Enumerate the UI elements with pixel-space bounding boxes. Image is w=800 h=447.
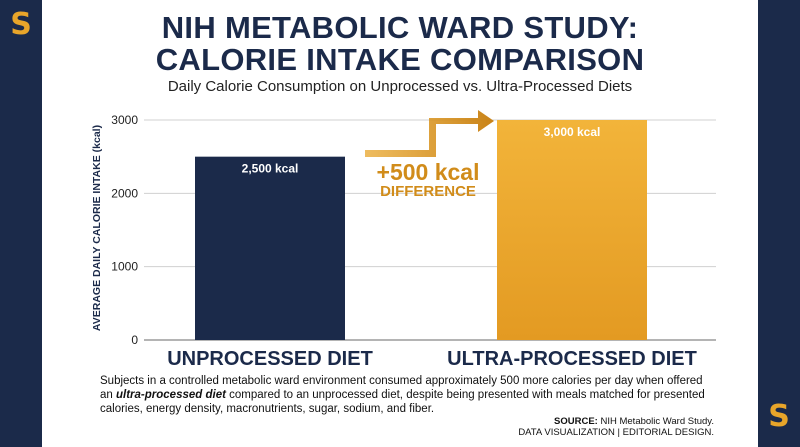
- credit-line: DATA VISUALIZATION | EDITORIAL DESIGN.: [518, 427, 714, 438]
- y-tick-label: 1000: [111, 260, 138, 274]
- difference-value: +500 kcal: [377, 159, 480, 185]
- source-credit: SOURCE: NIH Metabolic Ward Study. DATA V…: [518, 416, 714, 438]
- bar-data-label: 2,500 kcal: [242, 162, 299, 176]
- brand-logo-icon: S: [768, 399, 790, 434]
- source-text: NIH Metabolic Ward Study.: [597, 416, 714, 427]
- y-tick-label: 0: [131, 333, 138, 347]
- title-line-2: CALORIE INTAKE COMPARISON: [155, 42, 645, 77]
- bar-unprocessed: [195, 156, 345, 340]
- difference-label: DIFFERENCE: [380, 183, 476, 200]
- category-label: UNPROCESSED DIET: [167, 348, 373, 370]
- footnote-emphasis: ultra-processed diet: [116, 389, 226, 401]
- chart-subtitle: Daily Calorie Consumption on Unprocessed…: [167, 78, 633, 95]
- y-axis-label: AVERAGE DAILY CALORIE INTAKE (kcal): [91, 125, 103, 331]
- bar-data-label: 3,000 kcal: [544, 125, 601, 139]
- bar-ultra-processed: [497, 120, 647, 340]
- source-label: SOURCE:: [554, 416, 598, 427]
- difference-arrow-icon: [365, 110, 494, 157]
- footnote-text-2: compared to an unprocessed diet, despite…: [100, 389, 705, 415]
- footnote-text-1: Subjects in a controlled metabolic ward …: [100, 375, 703, 401]
- title-line-1: NIH METABOLIC WARD STUDY:: [161, 10, 639, 45]
- chart-title: NIH METABOLIC WARD STUDY: CALORIE INTAKE…: [42, 12, 758, 76]
- footnote: Subjects in a controlled metabolic ward …: [100, 374, 712, 416]
- category-label: ULTRA-PROCESSED DIET: [447, 348, 697, 370]
- bar-chart: 0 1000 2000 3000 AVERAGE DAILY CALORIE INTA…: [91, 110, 716, 370]
- brand-logo-icon: S: [10, 7, 32, 42]
- y-tick-label: 2000: [111, 186, 138, 200]
- y-tick-label: 3000: [111, 113, 138, 127]
